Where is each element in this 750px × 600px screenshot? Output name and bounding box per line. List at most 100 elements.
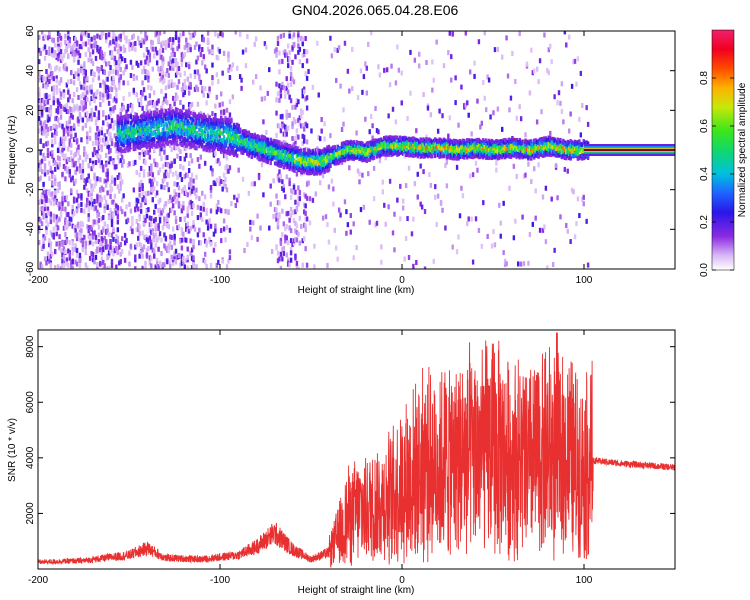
- heatmap-signal-cell: [151, 144, 154, 149]
- heatmap-noise-cell: [335, 245, 338, 251]
- heatmap-signal-cell: [182, 112, 185, 117]
- heatmap-noise-cell: [206, 93, 210, 99]
- heatmap-noise-cell: [100, 50, 104, 56]
- heatmap-noise-cell: [161, 208, 165, 214]
- heatmap-noise-cell: [58, 181, 61, 187]
- heatmap-signal-cell: [199, 136, 203, 141]
- heatmap-noise-cell: [193, 44, 197, 50]
- heatmap-noise-cell: [67, 262, 70, 268]
- heatmap-noise-cell: [115, 87, 118, 93]
- heatmap-noise-cell: [113, 61, 117, 67]
- heatmap-noise-cell: [276, 41, 280, 47]
- heatmap-noise-cell: [305, 262, 309, 268]
- heatmap-noise-cell: [220, 238, 223, 244]
- heatmap-noise-cell: [103, 133, 106, 139]
- heatmap-noise-cell: [104, 34, 108, 40]
- heatmap-noise-cell: [153, 101, 156, 107]
- heatmap-noise-cell: [227, 258, 230, 264]
- heatmap-noise-cell: [115, 238, 118, 244]
- heatmap-noise-cell: [186, 172, 189, 178]
- heatmap-noise-cell: [96, 66, 99, 72]
- heatmap-noise-cell: [45, 124, 48, 130]
- heatmap-noise-cell: [93, 98, 96, 104]
- heatmap-noise-cell: [256, 236, 259, 242]
- heatmap-signal-cell: [187, 114, 191, 119]
- heatmap-noise-cell: [110, 232, 114, 238]
- heatmap-signal-cell: [173, 118, 176, 123]
- heatmap-noise-cell: [65, 257, 69, 263]
- heatmap-noise-cell: [74, 259, 77, 265]
- heatmap-signal-cell: [252, 136, 255, 141]
- heatmap-noise-cell: [276, 224, 280, 230]
- heatmap-signal-cell: [247, 136, 251, 141]
- heatmap-signal-cell: [275, 150, 278, 155]
- heatmap-noise-cell: [70, 188, 73, 194]
- heatmap-signal-cell: [240, 140, 243, 145]
- heatmap-noise-cell: [59, 149, 63, 155]
- heatmap-noise-cell: [147, 70, 150, 76]
- heatmap-noise-cell: [174, 248, 178, 254]
- heatmap-noise-cell: [100, 185, 104, 191]
- heatmap-noise-cell: [297, 201, 300, 207]
- heatmap-noise-cell: [153, 147, 156, 153]
- heatmap-noise-cell: [119, 46, 122, 52]
- heatmap-signal-cell: [291, 154, 294, 159]
- heatmap-signal-cell: [129, 136, 133, 141]
- heatmap-signal-cell: [301, 152, 304, 157]
- heatmap-signal-cell: [123, 114, 127, 119]
- heatmap-noise-cell: [55, 231, 58, 237]
- heatmap-signal-cell: [317, 156, 320, 161]
- heatmap-noise-cell: [106, 190, 109, 196]
- heatmap-noise-cell: [241, 49, 245, 55]
- heatmap-noise-cell: [38, 240, 41, 246]
- heatmap-signal-cell: [257, 144, 261, 149]
- heatmap-signal-cell: [231, 146, 235, 151]
- heatmap-signal-cell: [166, 125, 169, 130]
- heatmap-noise-cell: [102, 214, 105, 220]
- heatmap-noise-cell: [166, 100, 169, 106]
- heatmap-signal-cell: [327, 152, 331, 157]
- heatmap-noise-cell: [218, 133, 221, 139]
- heatmap-signal-cell: [266, 146, 269, 151]
- heatmap-noise-cell: [195, 59, 198, 65]
- heatmap-signal-cell: [247, 130, 251, 135]
- heatmap-signal-cell: [300, 169, 303, 174]
- heatmap-noise-cell: [282, 245, 286, 251]
- heatmap-noise-cell: [144, 36, 147, 42]
- heatmap-signal-cell: [218, 128, 221, 133]
- heatmap-noise-cell: [72, 42, 76, 48]
- heatmap-noise-cell: [52, 100, 55, 106]
- heatmap-signal-cell: [179, 141, 182, 146]
- heatmap-noise-cell: [42, 184, 45, 190]
- heatmap-signal-cell: [120, 127, 124, 132]
- heatmap-noise-cell: [276, 258, 280, 264]
- heatmap-signal-cell: [326, 164, 329, 169]
- heatmap-signal-cell: [166, 123, 169, 128]
- heatmap-signal-cell: [286, 157, 290, 162]
- heatmap-signal-cell: [142, 127, 146, 132]
- heatmap-signal-cell: [305, 152, 309, 157]
- heatmap-noise-cell: [97, 115, 101, 121]
- heatmap-noise-cell: [91, 241, 95, 247]
- heatmap-noise-cell: [166, 259, 169, 265]
- heatmap-noise-cell: [298, 115, 302, 121]
- heatmap-noise-cell: [151, 187, 154, 193]
- heatmap-noise-cell: [46, 81, 50, 87]
- heatmap-noise-cell: [87, 207, 90, 213]
- heatmap-noise-cell: [78, 258, 82, 264]
- heatmap-signal-cell: [198, 139, 201, 144]
- heatmap-noise-cell: [83, 234, 86, 240]
- heatmap-signal-cell: [160, 121, 163, 126]
- heatmap-noise-cell: [59, 103, 63, 109]
- heatmap-signal-cell: [228, 119, 232, 124]
- heatmap-signal-cell: [123, 121, 127, 126]
- heatmap-signal-cell: [153, 137, 156, 142]
- heatmap-noise-cell: [272, 213, 275, 219]
- heatmap-signal-cell: [220, 115, 223, 120]
- heatmap-signal-cell: [132, 117, 136, 122]
- heatmap-signal-cell: [155, 111, 159, 116]
- heatmap-signal-cell: [237, 127, 240, 132]
- heatmap-noise-cell: [176, 70, 179, 76]
- heatmap-signal-cell: [278, 154, 281, 159]
- heatmap-noise-cell: [190, 184, 194, 190]
